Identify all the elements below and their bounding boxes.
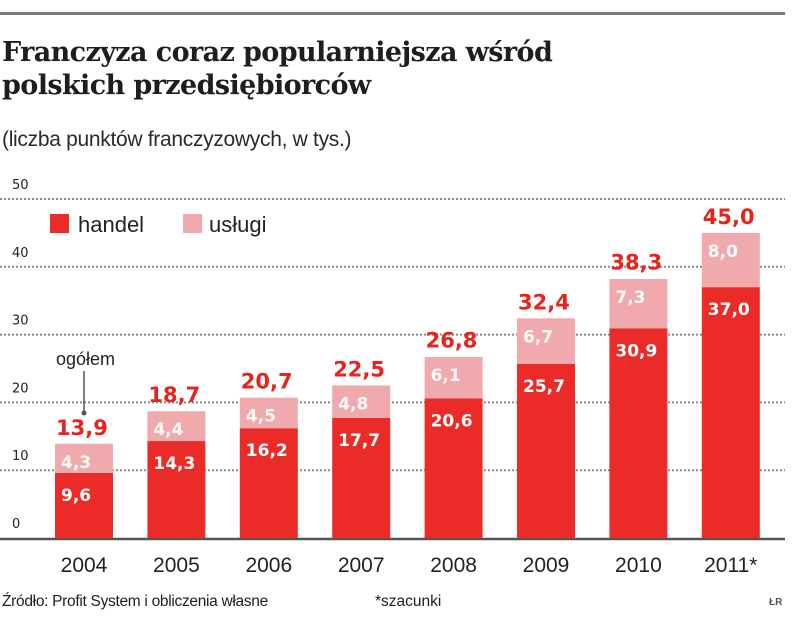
x-tick-label: 2009: [523, 554, 570, 577]
data-label-handel: 30,9: [615, 341, 657, 361]
data-label-handel: 25,7: [523, 377, 565, 397]
bar-segment-handel: [609, 328, 668, 538]
data-label-handel: 14,3: [153, 454, 195, 474]
annotation-layer: ogółem: [56, 349, 115, 416]
annotation-leader-dot: [81, 410, 87, 416]
legend-swatch-uslugi: [183, 214, 202, 233]
y-tick-label: 50: [12, 178, 29, 193]
x-tick-label: 2011*: [704, 554, 757, 577]
chart-title: Franczyza coraz popularniejsza wśród pol…: [2, 36, 702, 102]
data-label-uslugi: 4,3: [61, 453, 91, 473]
x-tick-label: 2006: [245, 554, 292, 577]
total-label: 32,4: [518, 290, 570, 314]
bar-segment-uslugi: [701, 232, 760, 288]
total-label: 18,7: [148, 383, 200, 407]
bars-layer: [55, 232, 760, 538]
data-label-uslugi: 4,4: [153, 420, 183, 440]
data-label-uslugi: 8,0: [708, 242, 738, 262]
total-label: 45,0: [703, 205, 755, 229]
data-label-handel: 20,6: [431, 411, 473, 431]
source-note: Źródło: Profit System i obliczenia własn…: [2, 593, 268, 610]
bar-segment-uslugi: [332, 385, 391, 418]
y-tick-label: 0: [12, 517, 20, 532]
title-line-2: polskich przedsiębiorców: [2, 70, 371, 101]
y-tick-label: 20: [12, 381, 29, 396]
author-credit: ŁR: [769, 597, 783, 608]
bar-segment-handel: [55, 472, 113, 538]
data-label-uslugi: 6,1: [431, 366, 461, 386]
x-tick-label: 2008: [430, 554, 477, 577]
data-label-uslugi: 4,5: [246, 407, 276, 427]
bar-segment-uslugi: [147, 411, 206, 442]
total-label: 22,5: [333, 357, 385, 381]
total-label: 38,3: [610, 250, 662, 274]
bar-segment-handel: [332, 417, 391, 538]
legend-label-handel: handel: [78, 212, 144, 237]
x-tick-label: 2004: [61, 554, 108, 577]
data-label-handel: 9,6: [61, 486, 91, 506]
estimate-note: *szacunki: [375, 593, 442, 610]
total-label: 26,8: [426, 328, 478, 352]
x-tick-label: 2005: [153, 554, 200, 577]
legend-swatch-handel: [50, 214, 69, 233]
chart-subtitle: (liczba punktów franczyzowych, w tys.): [2, 128, 352, 151]
grid-layer: 0 10 20 30 40 50: [0, 178, 785, 541]
bar-segment-handel: [701, 287, 760, 538]
data-label-uslugi: 6,7: [523, 327, 553, 347]
total-annotation-label: ogółem: [56, 349, 115, 369]
data-label-uslugi: 4,8: [338, 394, 368, 414]
title-line-1: Franczyza coraz popularniejsza wśród: [2, 37, 553, 68]
bar-segment-uslugi: [517, 318, 575, 364]
total-label: 20,7: [241, 370, 293, 394]
legend-label-uslugi: usługi: [209, 212, 266, 237]
y-tick-label: 40: [12, 246, 29, 261]
y-tick-label: 10: [12, 449, 29, 464]
bar-segment-uslugi: [239, 397, 298, 429]
x-tick-label: 2010: [615, 554, 662, 577]
data-label-handel: 37,0: [708, 300, 750, 320]
total-label: 13,9: [56, 416, 108, 440]
data-label-uslugi: 7,3: [615, 288, 645, 308]
labels-layer: 9,6 4,3 13,9 2004 14,3 4,4 18,7 2005 16,2 4,5 20,7…: [56, 205, 757, 577]
legend: handel usługi: [50, 212, 266, 237]
bar-segment-handel: [239, 428, 298, 538]
data-label-handel: 16,2: [246, 441, 288, 461]
bar-segment-handel: [517, 363, 575, 538]
bar-segment-uslugi: [55, 443, 113, 473]
bar-segment-uslugi: [424, 356, 483, 399]
y-tick-label: 30: [12, 314, 29, 329]
data-label-handel: 17,7: [338, 431, 380, 451]
bar-segment-handel: [147, 441, 206, 538]
bar-segment-handel: [424, 398, 483, 538]
x-tick-label: 2007: [338, 554, 385, 577]
top-rule: [0, 12, 785, 15]
bar-segment-uslugi: [609, 279, 668, 329]
